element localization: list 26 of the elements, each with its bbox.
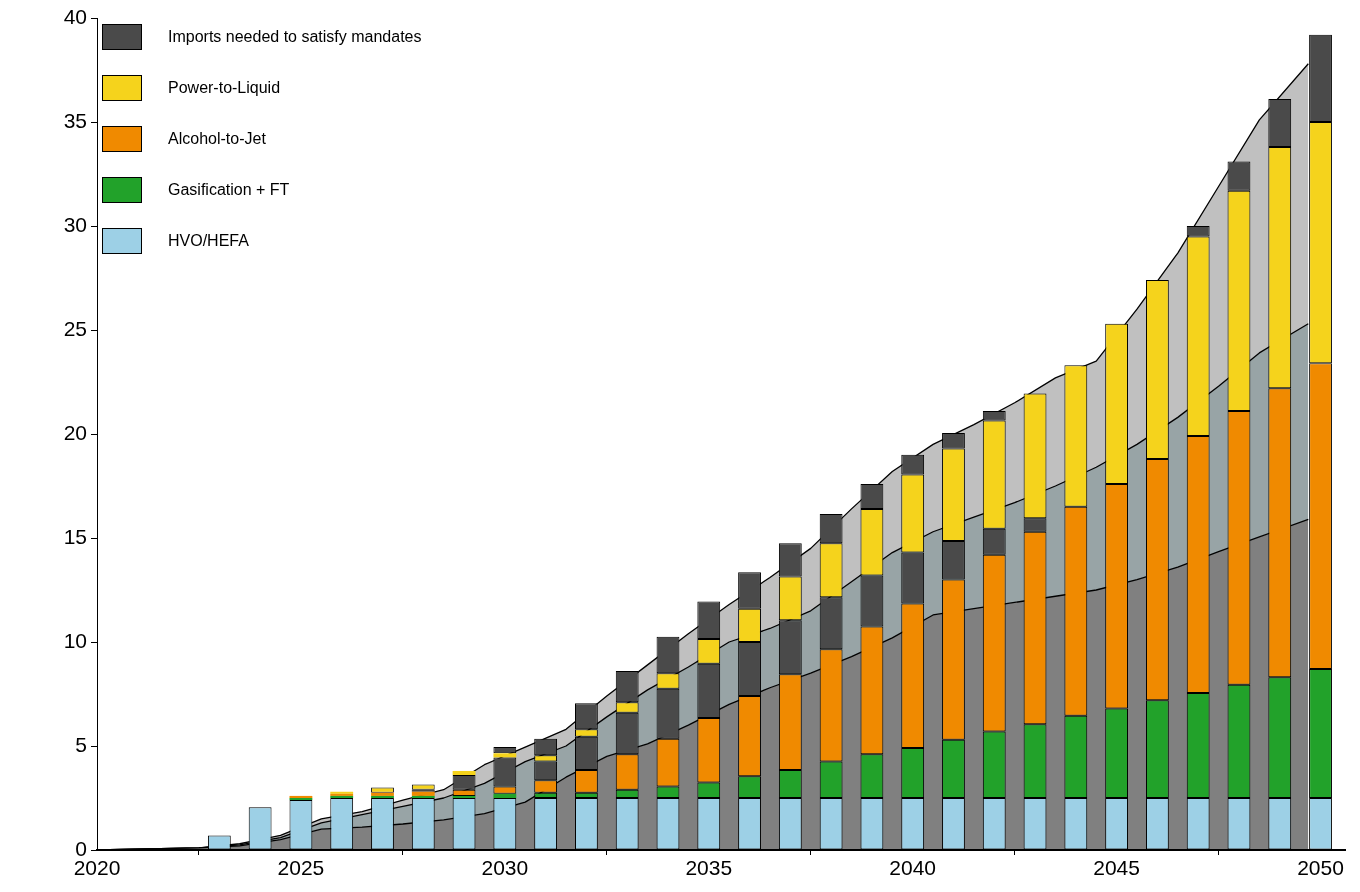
legend-label: HVO/HEFA (168, 232, 249, 250)
bar (411, 791, 435, 796)
legend-label: Power-to-Liquid (168, 79, 281, 97)
y-tick-label: 15 (63, 524, 87, 548)
x-tick-label: 2035 (685, 856, 733, 880)
y-tick-label: 35 (63, 108, 87, 132)
bar (452, 795, 476, 798)
x-tick-label: 2025 (277, 856, 325, 880)
y-tick-label: 25 (63, 316, 87, 340)
legend-label: Alcohol-to-Jet (168, 130, 266, 148)
y-tick-label: 40 (63, 4, 87, 28)
bar (452, 770, 476, 776)
bar (493, 753, 517, 758)
y-tick-label: 10 (63, 628, 87, 652)
y-tick-label: 5 (75, 732, 87, 756)
y-tick-label: 20 (63, 420, 87, 444)
x-tick-label: 2050 (1297, 856, 1344, 880)
bar (411, 795, 435, 798)
bar (411, 789, 435, 792)
x-tick-label: 2040 (889, 856, 937, 880)
legend-label: Imports needed to satisfy mandates (168, 28, 422, 46)
x-tick-label: 2030 (481, 856, 529, 880)
bar (493, 793, 517, 798)
legend-label: Gasification + FT (168, 181, 290, 199)
y-tick-label: 30 (63, 212, 87, 236)
x-tick-label: 2045 (1093, 856, 1140, 880)
